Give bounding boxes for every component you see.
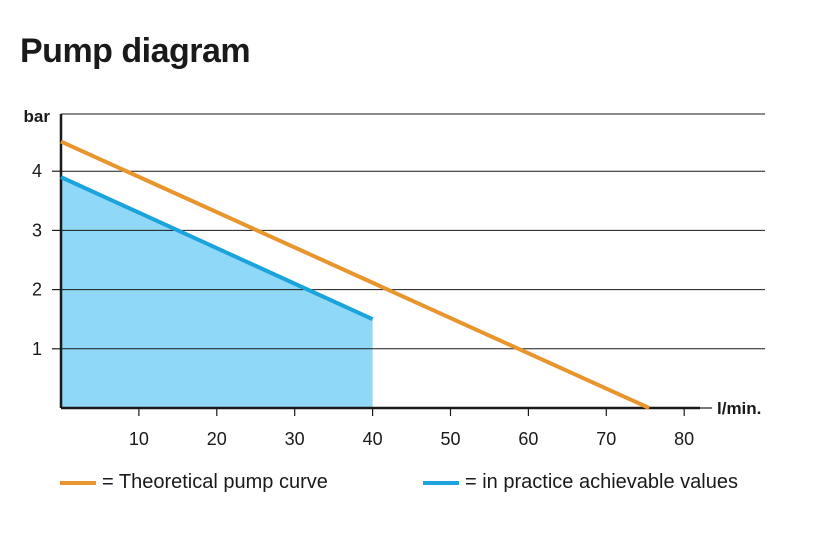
- practical-series-line: [60, 175, 374, 322]
- x-axis-label: l/min.: [717, 399, 761, 418]
- x-tick-label: 10: [129, 429, 149, 449]
- x-tick-label: 40: [363, 429, 383, 449]
- y-tick-label: 1: [32, 339, 42, 359]
- theoretical-series-line: [60, 139, 650, 410]
- practical-area-fill: [61, 177, 373, 408]
- x-tick-label: 60: [518, 429, 538, 449]
- legend-swatch-theoretical: [60, 480, 96, 485]
- page-title: Pump diagram: [20, 32, 251, 70]
- legend-label-theoretical: = Theoretical pump curve: [102, 471, 328, 493]
- y-tick-label: 2: [32, 280, 42, 300]
- x-tick-label: 20: [207, 429, 227, 449]
- legend-item-theoretical: = Theoretical pump curve: [60, 471, 328, 494]
- y-tick-label: 3: [32, 220, 42, 240]
- legend-item-practical: = in practice achievable values: [423, 471, 738, 494]
- y-tick-label: 4: [32, 161, 42, 181]
- y-axis-label: bar: [24, 107, 51, 126]
- x-tick-label: 80: [674, 429, 694, 449]
- legend-swatch-practical: [423, 480, 459, 485]
- x-tick-label: 50: [440, 429, 460, 449]
- x-tick-label: 30: [285, 429, 305, 449]
- x-tick-label: 70: [596, 429, 616, 449]
- legend-label-practical: = in practice achievable values: [465, 471, 738, 493]
